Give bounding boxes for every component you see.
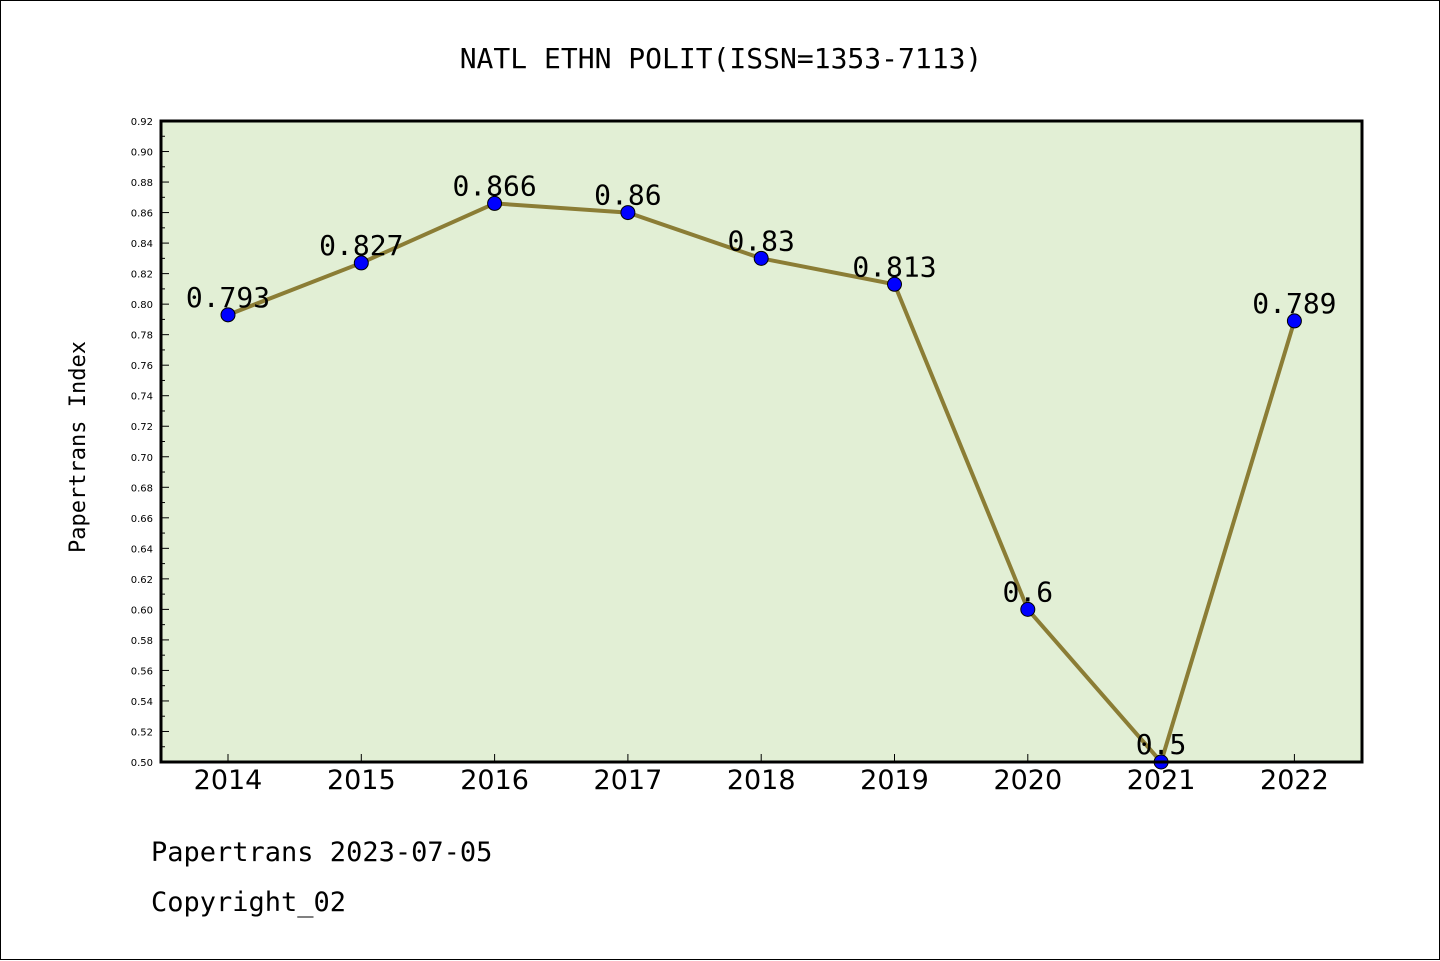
x-tick-label: 2017: [594, 765, 663, 796]
series-group: 0.793 0.827 0.866 0.86 0.83 0.813 0.6 0.5 0.789: [186, 169, 1337, 770]
y-tick-label: 0.68: [131, 483, 153, 494]
data-label: 0.793: [186, 281, 270, 314]
data-label: 0.83: [727, 224, 794, 257]
data-label: 0.813: [852, 250, 936, 283]
y-tick-label: 0.90: [131, 148, 153, 159]
data-point: [1286, 313, 1302, 329]
y-axis: 0.50 0.52 0.54 0.56 0.58 0.60 0.62 0.64 0.66 0.68…: [131, 117, 169, 769]
y-tick-label: 0.62: [131, 575, 153, 586]
x-tick-label: 2018: [727, 765, 796, 796]
x-tick-label: 2016: [460, 765, 529, 796]
data-point: [220, 307, 236, 323]
data-point: [620, 205, 636, 221]
y-tick-label: 0.54: [131, 697, 153, 708]
footer-date-line: Papertrans 2023-07-05: [151, 837, 493, 868]
data-label: 0.5: [1136, 728, 1187, 761]
y-tick-label: 0.92: [131, 117, 153, 128]
y-axis-label: Papertrans Index: [66, 341, 91, 553]
plot-frame: [159, 119, 1364, 764]
data-label: 0.789: [1252, 287, 1336, 320]
data-point: [353, 255, 369, 271]
data-label: 0.827: [319, 229, 403, 262]
y-tick-label: 0.74: [131, 392, 153, 403]
plot-area: [161, 121, 1362, 762]
chart-title: NATL ETHN POLIT(ISSN=1353-7113): [460, 42, 983, 75]
data-point: [887, 276, 902, 292]
x-tick-label: 2015: [327, 765, 396, 796]
y-tick-label: 0.60: [131, 605, 153, 616]
y-tick-label: 0.72: [131, 422, 153, 433]
y-tick-label: 0.80: [131, 300, 153, 311]
data-label: 0.86: [594, 179, 661, 212]
data-point: [1020, 601, 1036, 617]
y-tick-label: 0.70: [131, 453, 153, 464]
footer-copyright-line: Copyright_02: [151, 887, 347, 918]
y-tick-label: 0.86: [131, 209, 153, 220]
x-tick-label: 2019: [860, 765, 929, 796]
y-tick-label: 0.76: [131, 361, 153, 372]
y-tick-label: 0.64: [131, 544, 153, 555]
data-label: 0.6: [1003, 575, 1054, 608]
data-point: [487, 195, 503, 211]
x-axis: 2014 2015 2016 2017 2018 2019 2020 2021 2022: [194, 754, 1329, 796]
y-tick-label: 0.88: [131, 178, 153, 189]
x-tick-label: 2022: [1260, 765, 1329, 796]
y-tick-label: 0.66: [131, 514, 153, 525]
data-point: [753, 250, 769, 266]
y-tick-label: 0.56: [131, 666, 153, 677]
y-tick-label: 0.50: [131, 758, 153, 769]
x-tick-label: 2021: [1127, 765, 1196, 796]
data-label: 0.866: [452, 169, 536, 202]
y-tick-label: 0.58: [131, 636, 153, 647]
y-tick-label: 0.84: [131, 239, 153, 250]
x-tick-label: 2020: [993, 765, 1062, 796]
x-tick-label: 2014: [194, 765, 263, 796]
y-tick-label: 0.82: [131, 270, 153, 281]
y-tick-label: 0.52: [131, 727, 153, 738]
y-tick-label: 0.78: [131, 331, 153, 342]
